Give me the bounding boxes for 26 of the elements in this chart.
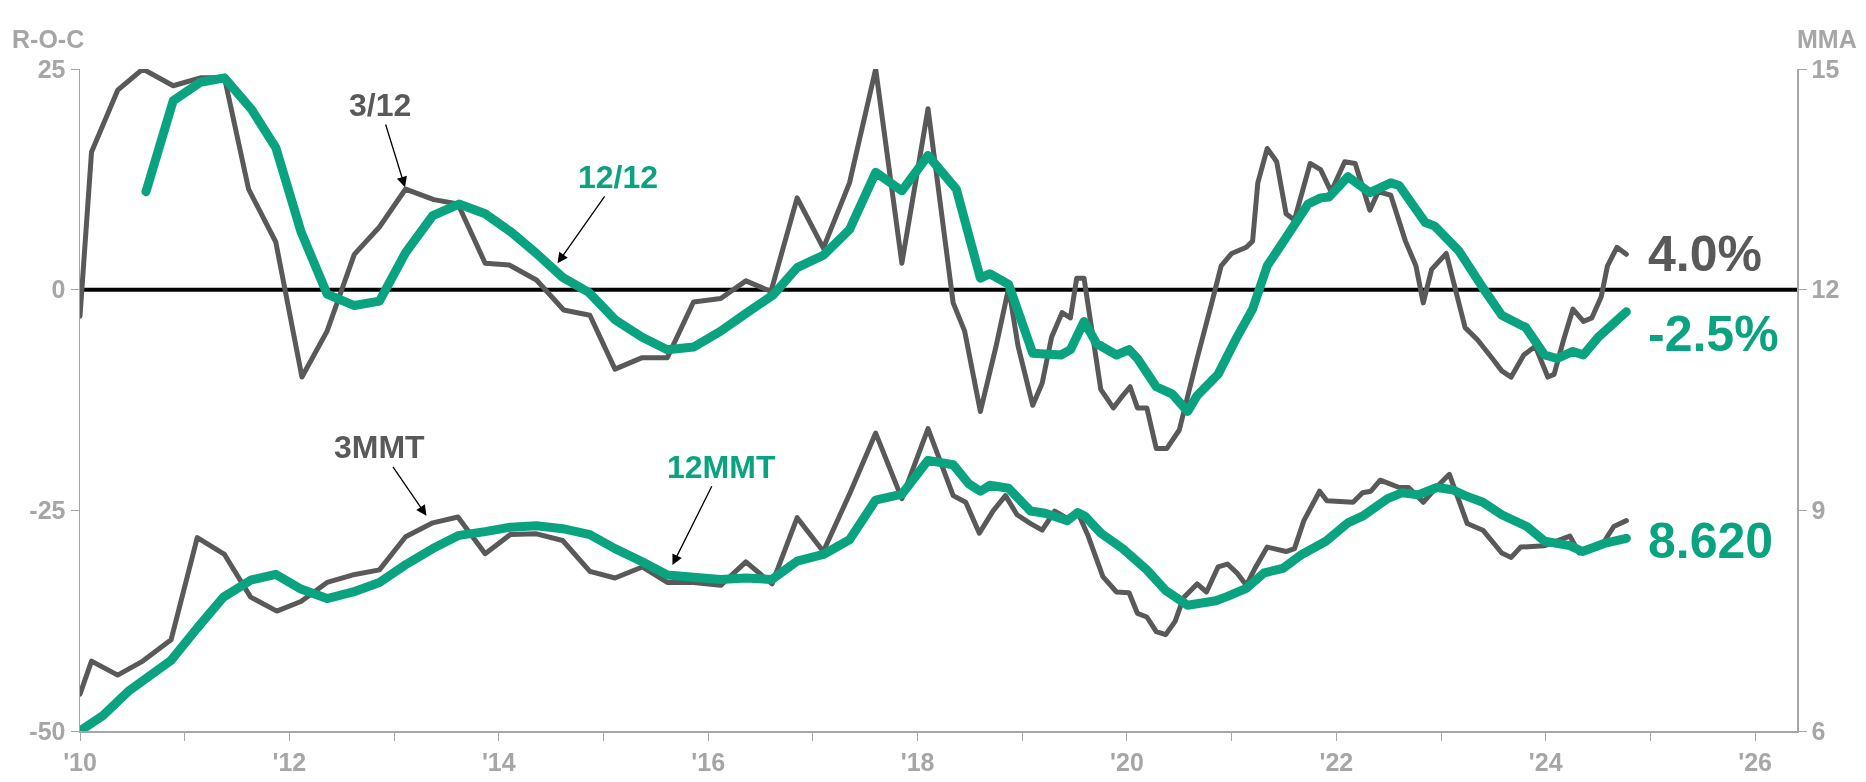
annotation: 3MMT <box>334 429 426 465</box>
annotation: -2.5% <box>1648 306 1779 362</box>
y2-tick-label: 6 <box>1811 716 1826 745</box>
annotation: 3/12 <box>349 87 412 123</box>
x-tick-label: '10 <box>63 747 97 776</box>
x-tick-label: '16 <box>691 747 726 776</box>
x-tick-label: '12 <box>272 747 307 776</box>
annotation: 8.620 <box>1648 513 1774 569</box>
x-tick-label: '18 <box>900 747 935 776</box>
y-tick-label: -25 <box>29 496 66 525</box>
y-tick-label: -50 <box>29 716 66 745</box>
y-tick-label: 0 <box>51 275 66 304</box>
y-tick-label: 25 <box>37 54 66 83</box>
y-axis-title: R-O-C <box>12 25 85 53</box>
x-tick-label: '24 <box>1528 747 1563 776</box>
x-tick-label: '26 <box>1738 747 1772 776</box>
x-tick-label: '22 <box>1319 747 1354 776</box>
y2-tick-label: 15 <box>1811 54 1840 83</box>
y2-tick-label: 12 <box>1811 275 1840 304</box>
annotation: 4.0% <box>1648 226 1762 282</box>
annotation: 12MMT <box>667 449 776 485</box>
annotation: 12/12 <box>578 159 659 195</box>
y2-tick-label: 9 <box>1811 496 1826 525</box>
y2-axis-title: MMA <box>1797 25 1857 53</box>
x-tick-label: '20 <box>1110 747 1144 776</box>
x-tick-label: '14 <box>481 747 516 776</box>
